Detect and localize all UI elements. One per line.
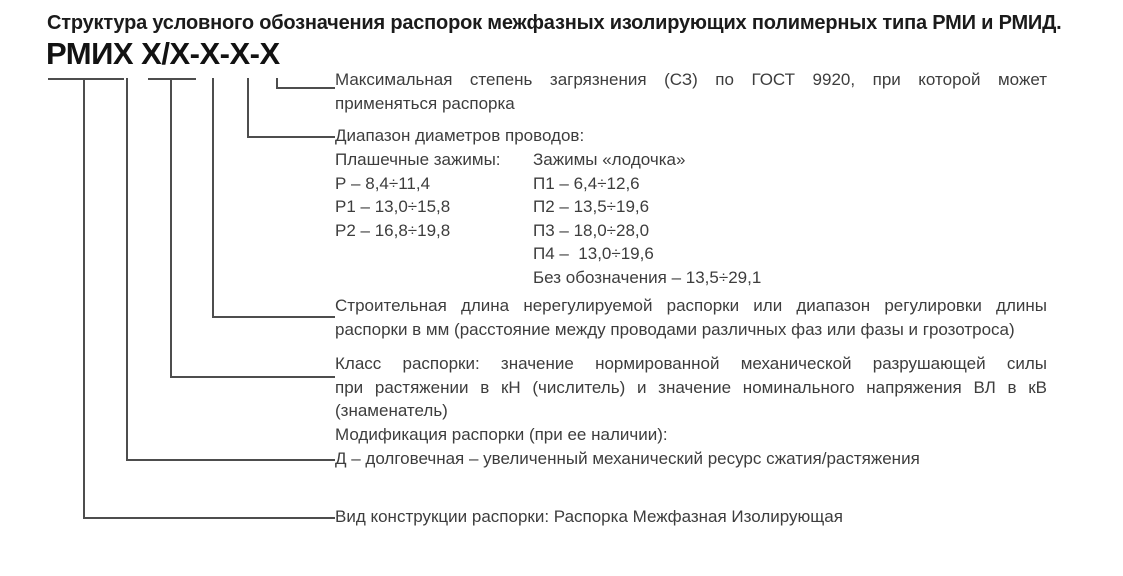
- text-line: Модификация распорки (при ее наличии):: [335, 425, 668, 444]
- text-line: Д – долговечная – увеличенный механическ…: [335, 448, 920, 468]
- structural-length-description: Строительная длина нерегулируемой распор…: [335, 294, 1047, 341]
- text-line: П4 – 13,0÷19,6: [533, 244, 654, 263]
- text-line: Р1 – 13,0÷15,8: [335, 197, 451, 216]
- spacer-class-description: Класс распорки: значение нормированной м…: [335, 352, 1047, 423]
- text-line: применяться распорка: [335, 93, 515, 113]
- pollution-degree-description: Максимальная степень загрязнения (СЗ) по…: [335, 68, 1047, 115]
- text-line: Строительная длина нерегулируемой распор…: [335, 296, 1047, 315]
- connector-modification-horizontal: [126, 459, 335, 461]
- text-line: П2 – 13,5÷19,6: [533, 197, 650, 216]
- text-line: Р2 – 16,8÷19,8: [335, 220, 451, 240]
- connector-modification-vertical: [126, 78, 128, 461]
- connector-class-bracket: [148, 78, 196, 80]
- designation-code: РМИХ Х/Х-Х-Х-Х: [46, 36, 280, 71]
- text-line: Р – 8,4÷11,4: [335, 173, 431, 193]
- connector-diameters-vertical: [247, 78, 249, 138]
- connector-length-horizontal: [212, 316, 335, 318]
- text-line: Максимальная степень загрязнения (СЗ) по…: [335, 70, 1047, 89]
- construction-type-description: Вид конструкции распорки: Распорка Межфа…: [335, 507, 843, 526]
- page-title: Структура условного обозначения распорок…: [47, 12, 1062, 34]
- connector-diameters-horizontal: [247, 136, 335, 138]
- diameters-plate-clamps-column: Плашечные зажимы: Р – 8,4÷11,4 Р1 – 13,0÷1…: [335, 148, 530, 242]
- text-line: Зажимы «лодочка»: [533, 150, 686, 169]
- connector-construction-bracket: [48, 78, 124, 80]
- text-line: Плашечные зажимы:: [335, 150, 501, 169]
- diameters-heading: Диапазон диаметров проводов:: [335, 126, 585, 145]
- connector-pollution-horizontal: [276, 87, 335, 89]
- text-line: Класс распорки: значение нормированной м…: [335, 354, 1047, 373]
- text-line: (знаменатель): [335, 401, 448, 420]
- text-line: при растяжении в кН (числитель) и значен…: [335, 377, 1047, 397]
- text-line: распорки в мм (расстояние между проводам…: [335, 319, 1015, 339]
- connector-construction-horizontal: [83, 517, 335, 519]
- text-line: П3 – 18,0÷28,0: [533, 220, 650, 240]
- connector-class-vertical: [170, 78, 172, 378]
- diameters-boat-clamps-column: Зажимы «лодочка» П1 – 6,4÷12,6 П2 – 13,5÷1…: [533, 148, 843, 289]
- connector-length-vertical: [212, 78, 214, 318]
- text-line: П1 – 6,4÷12,6: [533, 173, 640, 193]
- connector-construction-vertical: [83, 78, 85, 519]
- connector-pollution-vertical: [276, 78, 278, 89]
- modification-description: Модификация распорки (при ее наличии): Д …: [335, 423, 1047, 470]
- connector-class-horizontal: [170, 376, 335, 378]
- text-line: Без обозначения – 13,5÷29,1: [533, 267, 762, 287]
